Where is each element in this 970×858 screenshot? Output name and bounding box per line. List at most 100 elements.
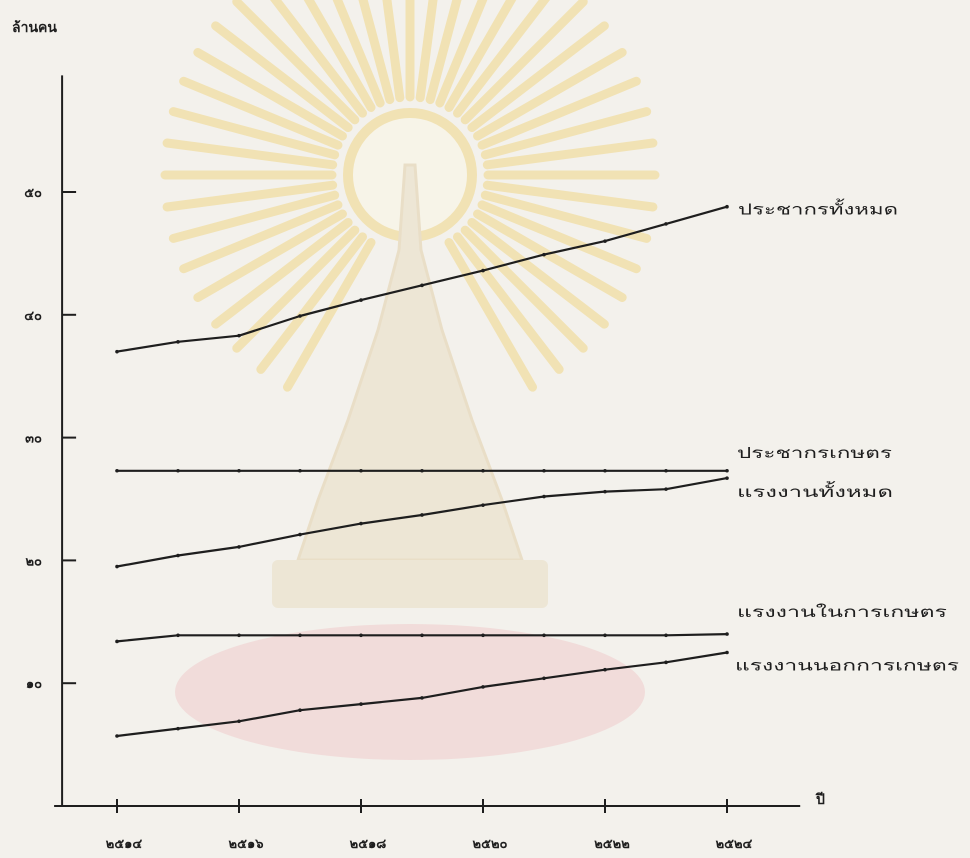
series-5-point (481, 685, 485, 689)
series-2-point (603, 468, 607, 473)
series-2-point (298, 468, 302, 473)
watermark-ray (452, 232, 564, 374)
series-1-point (298, 314, 302, 318)
series-3-point (603, 489, 607, 494)
series-4-point (176, 633, 180, 638)
x-tick-label: ๒๕๒๔ (716, 837, 753, 852)
watermark-ray (256, 232, 368, 374)
series-5-point (725, 650, 729, 655)
series-1-point (664, 222, 668, 226)
watermark-ray (232, 225, 360, 353)
watermark-ray (211, 21, 353, 133)
watermark-ray (467, 21, 609, 133)
watermark-ray (332, 0, 385, 108)
series-label-1: ประชากรทั้งหมด (738, 199, 898, 219)
university-seal-watermark (160, 0, 660, 760)
watermark-base-ellipse (175, 624, 645, 760)
y-tick-label: ๔๐ (24, 309, 42, 324)
watermark-ray (477, 76, 641, 150)
series-label-2: ประชากรเกษตร (737, 444, 892, 462)
series-2-point (481, 468, 485, 473)
series-1-point (115, 349, 119, 354)
series-4-point (725, 632, 729, 636)
series-5-point (298, 708, 302, 713)
series-3-point (359, 521, 363, 526)
series-4-point (237, 633, 241, 638)
watermark-ray (477, 200, 641, 274)
watermark-ray (480, 107, 652, 160)
watermark-ray (467, 217, 609, 329)
series-2-point (725, 468, 729, 473)
series-3-point (237, 545, 241, 549)
series-1-point (420, 283, 424, 288)
series-label-4: แรงงานในการเกษตร (737, 603, 947, 621)
watermark-pedestal (272, 560, 548, 608)
series-4-point (115, 639, 119, 644)
watermark-ray (460, 0, 588, 125)
series-2-point (542, 468, 546, 473)
series-1-point (725, 204, 729, 209)
watermark-ray (168, 107, 340, 160)
x-tick-label: ๒๕๑๘ (350, 837, 387, 852)
series-4-point (420, 633, 424, 638)
watermark-ray (358, 0, 395, 105)
series-3-point (664, 487, 668, 491)
series-4-point (664, 633, 668, 638)
series-1-point (359, 298, 363, 302)
watermark-ray (232, 0, 360, 125)
x-tick-label: ๒๕๒๐ (473, 837, 508, 852)
watermark-ray (270, 0, 368, 118)
watermark-ray (425, 0, 462, 105)
series-1-point (542, 252, 546, 257)
series-5-point (359, 702, 363, 706)
series-label-5: แรงงานนอกการเกษตร (735, 657, 959, 675)
series-2-point (359, 468, 363, 473)
series-3-point (176, 553, 180, 558)
watermark-ray (452, 0, 550, 118)
series-5-point (420, 696, 424, 700)
series-3-point (420, 513, 424, 517)
watermark-ray (162, 138, 338, 170)
watermark-ray (482, 180, 658, 212)
series-2-point (237, 468, 241, 473)
y-tick-label: ๑๐ (26, 677, 42, 692)
watermark-ray (211, 217, 353, 329)
series-5-point (176, 726, 180, 731)
watermark-ray (179, 76, 343, 150)
watermark-ray (444, 238, 537, 392)
series-3-point (481, 503, 485, 507)
series-1-point (603, 239, 607, 243)
series-1-point (481, 268, 485, 273)
x-tick-label: ๒๕๒๒ (594, 837, 630, 852)
watermark-ray (179, 200, 343, 274)
series-5-point (603, 667, 607, 672)
series-4-point (542, 633, 546, 638)
watermark-ray (473, 209, 627, 302)
series-5-point (115, 734, 119, 738)
series-5-point (664, 660, 668, 665)
series-3-point (298, 532, 302, 537)
x-axis-title: ปี (815, 792, 825, 808)
watermark-ray (480, 190, 652, 243)
watermark-ray (473, 48, 627, 141)
series-5-point (542, 676, 546, 681)
x-tick-label: ๒๕๑๔ (106, 837, 143, 852)
series-2-point (176, 468, 180, 473)
watermark-ray (283, 238, 376, 392)
y-tick-label: ๒๐ (25, 554, 42, 569)
series-4-point (603, 633, 607, 638)
series-1-point (176, 340, 180, 344)
watermark-ray (193, 209, 347, 302)
watermark-ray (382, 0, 405, 103)
watermark-ray (193, 48, 347, 141)
watermark-ray (460, 225, 588, 353)
watermark-ray (482, 138, 658, 170)
series-5-point (237, 719, 241, 724)
watermark-ray (168, 190, 340, 243)
watermark-ray (303, 0, 376, 112)
y-axis-title: ล้านคน (12, 20, 57, 36)
series-group: ประชากรทั้งหมดประชากรเกษตรแรงงานทั้งหมดแ… (115, 199, 959, 738)
series-3-point (542, 494, 546, 499)
